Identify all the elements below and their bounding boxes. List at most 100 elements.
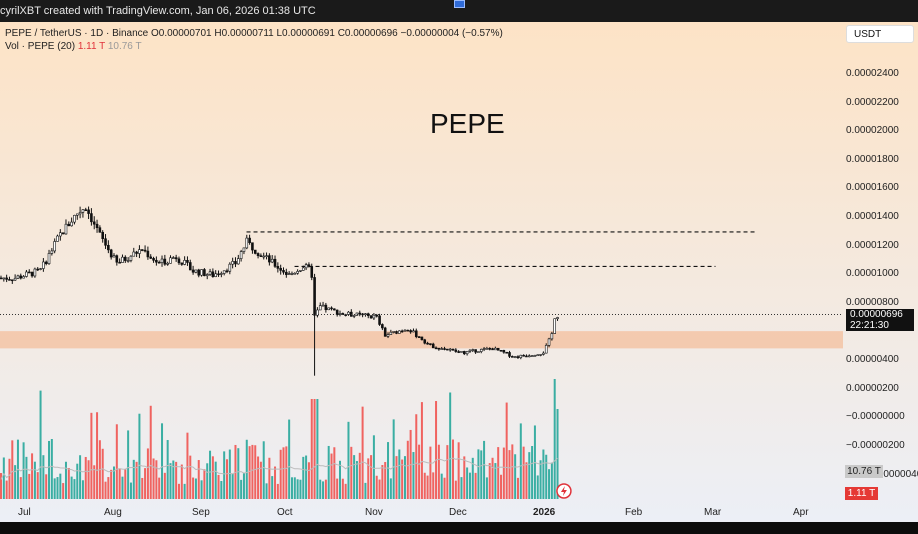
volume-bar-137 — [387, 442, 390, 499]
candle-body-83 — [234, 261, 237, 265]
volume-bar-156 — [440, 473, 443, 499]
volume-bar-28 — [79, 455, 82, 499]
candle-body-29 — [81, 209, 85, 213]
volume-bar-92 — [259, 461, 262, 499]
volume-bar-128 — [361, 406, 364, 499]
candle-body-157 — [443, 348, 446, 350]
volume-bar-93 — [262, 441, 265, 499]
candle-body-86 — [242, 247, 246, 252]
volume-bar-122 — [344, 483, 347, 499]
volume-bar-42 — [118, 468, 121, 499]
candle-body-55 — [155, 259, 158, 263]
volume-bar-172 — [485, 477, 488, 499]
currency-button[interactable]: USDT — [846, 25, 914, 43]
candle-body-115 — [324, 304, 328, 311]
candle-body-41 — [115, 255, 119, 263]
candle-body-34 — [95, 223, 99, 228]
volume-bar-86 — [242, 473, 245, 499]
last-price-tag: 0.00000696 22:21:30 — [846, 309, 914, 331]
volume-bar-130 — [367, 458, 370, 499]
volume-bar-173 — [488, 463, 491, 499]
price-axis-label: 0.00000200 — [846, 383, 899, 394]
volume-bar-116 — [327, 445, 330, 499]
candle-body-59 — [166, 263, 169, 265]
candle-body-173 — [488, 348, 492, 350]
candle-body-51 — [143, 249, 147, 252]
candle-body-134 — [378, 315, 381, 325]
candle-body-76 — [214, 273, 217, 277]
candle-body-177 — [499, 350, 503, 352]
price-chart[interactable] — [0, 22, 918, 522]
volume-bar-169 — [477, 449, 480, 499]
candle-body-127 — [358, 312, 362, 315]
candle-body-155 — [437, 347, 441, 350]
time-axis-label: Nov — [365, 507, 383, 518]
volume-bar-33 — [93, 465, 96, 499]
volume-bar-15 — [42, 455, 45, 499]
candle-body-57 — [160, 258, 164, 263]
candle-body-13 — [36, 268, 40, 271]
volume-bar-195 — [550, 462, 553, 499]
volume-bar-91 — [257, 456, 260, 499]
candle-body-33 — [92, 221, 96, 225]
volume-bar-111 — [313, 399, 316, 499]
candle-body-97 — [273, 258, 277, 267]
candle-body-0 — [0, 277, 3, 280]
volume-bar-108 — [305, 455, 308, 499]
candle-body-23 — [64, 223, 68, 235]
volume-bar-96 — [271, 476, 274, 499]
volume-bar-79 — [223, 451, 226, 499]
candle-body-9 — [25, 271, 28, 277]
ohlc-low: L0.00000691 — [276, 28, 335, 39]
candle-body-66 — [186, 260, 189, 263]
candle-body-17 — [47, 253, 51, 265]
volume-bar-120 — [339, 460, 341, 499]
candle-body-116 — [327, 307, 331, 311]
candle-body-135 — [381, 324, 384, 329]
volume-bar-114 — [322, 481, 325, 499]
volume-bar-41 — [115, 424, 118, 499]
candle-body-74 — [208, 271, 212, 275]
volume-bar-19 — [53, 478, 56, 499]
watermark-bar: cyrilXBT created with TradingView.com, J… — [0, 0, 918, 22]
candle-body-165 — [465, 351, 469, 355]
volume-bar-37 — [104, 481, 107, 499]
candle-body-46 — [129, 255, 133, 261]
volume-ma-tag: 10.76 T — [845, 465, 883, 478]
volume-bar-119 — [336, 478, 339, 499]
volume-bar-183 — [516, 477, 519, 499]
volume-bar-127 — [358, 452, 361, 499]
candle-body-105 — [296, 271, 299, 274]
volume-bar-154 — [435, 401, 438, 499]
candle-body-92 — [259, 255, 263, 257]
candle-body-117 — [330, 307, 333, 310]
bottom-bar — [0, 522, 918, 534]
top-marker — [454, 0, 465, 8]
candle-body-118 — [333, 308, 336, 311]
volume-bar-138 — [389, 478, 392, 499]
volume-bar-17 — [48, 440, 51, 499]
candle-body-82 — [231, 261, 234, 265]
volume-current-tag: 1.11 T — [845, 487, 878, 500]
candle-body-89 — [251, 242, 254, 251]
volume-bar-171 — [483, 440, 486, 499]
candle-body-185 — [522, 354, 525, 357]
volume-bar-105 — [296, 479, 299, 499]
price-axis-label: 0.00001200 — [846, 240, 899, 251]
volume-bar-66 — [186, 432, 189, 499]
candle-body-63 — [177, 258, 181, 264]
volume-bar-10 — [28, 473, 31, 499]
volume-layer — [0, 379, 559, 499]
candle-body-56 — [157, 261, 161, 264]
volume-bar-47 — [132, 459, 135, 499]
volume-bar-88 — [248, 446, 251, 499]
volume-bar-177 — [500, 474, 503, 499]
candle-body-15 — [42, 261, 45, 269]
candle-body-30 — [84, 209, 88, 211]
candle-body-148 — [417, 336, 421, 338]
candle-body-53 — [149, 256, 153, 259]
candle-body-99 — [279, 268, 282, 271]
volume-bar-30 — [84, 456, 87, 499]
candle-body-187 — [527, 355, 531, 358]
candle-body-131 — [369, 315, 373, 319]
